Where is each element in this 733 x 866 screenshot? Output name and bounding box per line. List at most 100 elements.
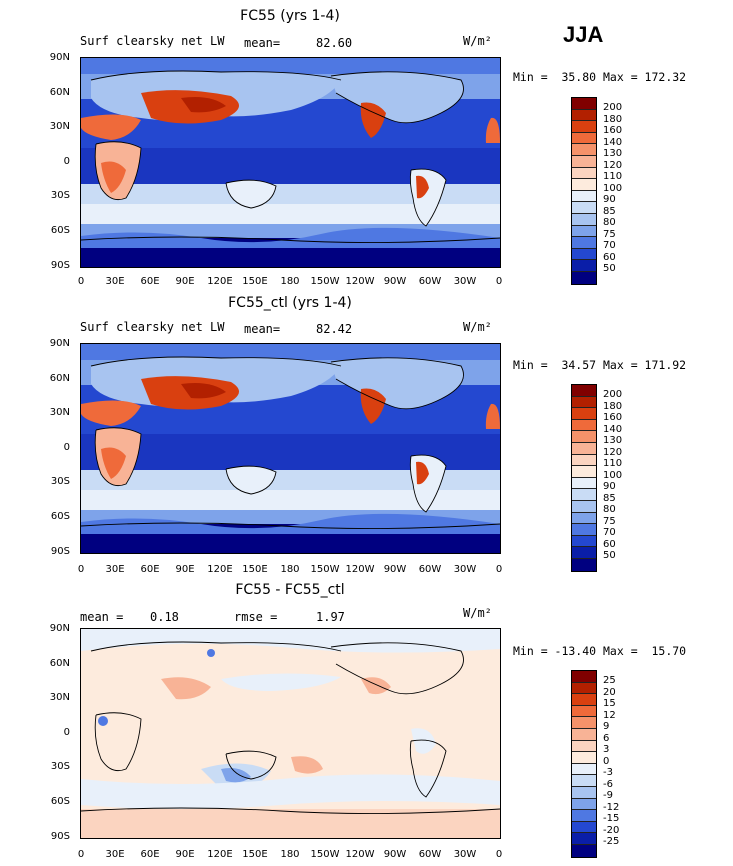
colorbar-label: -20	[603, 824, 620, 836]
colorbar-swatch	[572, 717, 596, 729]
lon-label: 150W	[310, 564, 340, 575]
lon-label: 0	[77, 849, 85, 860]
lon-label: 90E	[175, 276, 195, 287]
lon-label: 60W	[418, 276, 442, 287]
lat-label: 0	[63, 442, 70, 453]
colorbar-label: -3	[603, 767, 613, 778]
units-label: W/m²	[463, 34, 492, 48]
colorbar-label: 0	[603, 755, 610, 767]
colorbar-label: 80	[603, 504, 616, 515]
lon-label: 60E	[140, 849, 160, 860]
colorbar-label: 15	[603, 698, 616, 709]
rmse-value: 1.97	[316, 610, 345, 624]
lon-label: 90W	[383, 564, 407, 575]
colorbar-swatch	[572, 558, 596, 571]
colorbar-label: 85	[603, 205, 616, 217]
colorbar-label: 120	[603, 159, 623, 171]
colorbar-label: -25	[603, 836, 620, 847]
colorbar-swatch	[572, 810, 596, 822]
lon-axis: 0 30E 60E 90E 120E 150E 180 150W 120W 90…	[0, 849, 733, 863]
mean-value: 82.42	[316, 322, 353, 336]
panel-title: FC55 - FC55_ctl	[235, 582, 345, 598]
colorbar-swatch	[572, 167, 596, 180]
lon-axis: 0 30E 60E 90E 120E 150E 180 150W 120W 90…	[0, 564, 733, 578]
colorbar-swatch	[572, 271, 596, 284]
lon-label: 120E	[207, 276, 233, 287]
map-panel-fc55-ctl	[80, 343, 501, 554]
lon-label: 90E	[175, 564, 195, 575]
colorbar-swatch	[572, 132, 596, 145]
colorbar-swatch	[572, 752, 596, 764]
lon-label: 30E	[105, 849, 125, 860]
colorbar	[571, 384, 597, 572]
lat-label: 60S	[50, 796, 70, 807]
colorbar-swatch	[572, 202, 596, 214]
colorbar-label: 200	[603, 389, 623, 400]
map-panel-fc55	[80, 57, 501, 268]
colorbar-swatch	[572, 121, 596, 133]
lon-label: 0	[77, 276, 85, 287]
panel-title: FC55 (yrs 1-4)	[240, 8, 340, 24]
min-max-label: Min = -13.40 Max = 15.70	[513, 644, 687, 658]
colorbar-label: 200	[603, 102, 623, 113]
colorbar-swatch	[572, 98, 596, 110]
colorbar-swatch	[572, 396, 596, 409]
colorbar-label: 100	[603, 469, 623, 481]
colorbar-swatch	[572, 237, 596, 249]
colorbar-swatch	[572, 821, 596, 834]
colorbar-swatch	[572, 775, 596, 787]
colorbar-swatch	[572, 786, 596, 799]
colorbar-swatch	[572, 419, 596, 432]
colorbar-label: 12	[603, 709, 616, 721]
colorbar-swatch	[572, 442, 596, 455]
colorbar-swatch	[572, 431, 596, 443]
lat-label: 90S	[50, 260, 70, 271]
colorbar-swatch	[572, 213, 596, 226]
lat-label: 60N	[49, 87, 70, 98]
colorbar-label: 140	[603, 136, 623, 148]
colorbar-swatch	[572, 477, 596, 490]
lon-label: 90W	[383, 276, 407, 287]
lon-label: 0	[495, 276, 503, 287]
panel-title: FC55_ctl (yrs 1-4)	[228, 295, 352, 311]
lon-label: 30W	[453, 564, 477, 575]
mean-label: mean=	[244, 322, 281, 336]
colorbar-swatch	[572, 833, 596, 845]
colorbar-swatch	[572, 190, 596, 203]
colorbar-label: 180	[603, 113, 623, 125]
lon-label: 90W	[383, 849, 407, 860]
lon-label: 180	[280, 276, 300, 287]
lat-label: 30S	[50, 476, 70, 487]
colorbar-label: 50	[603, 550, 616, 561]
colorbar	[571, 670, 597, 858]
field-map	[81, 58, 500, 267]
colorbar-label: 110	[603, 458, 623, 469]
colorbar-swatch	[572, 466, 596, 478]
lat-label: 0	[63, 156, 70, 167]
lon-label: 0	[495, 564, 503, 575]
variable-label: Surf clearsky net LW	[80, 34, 225, 48]
lon-label: 60E	[140, 276, 160, 287]
variable-label: Surf clearsky net LW	[80, 320, 225, 334]
colorbar-label: 85	[603, 492, 616, 504]
colorbar	[571, 97, 597, 285]
lat-label: 30S	[50, 761, 70, 772]
colorbar-swatch	[572, 500, 596, 513]
colorbar-label: 60	[603, 538, 616, 550]
difference-map	[81, 629, 500, 838]
lon-label: 150E	[242, 276, 268, 287]
lon-label: 150E	[242, 564, 268, 575]
map-panel-difference	[80, 628, 501, 839]
colorbar-swatch	[572, 155, 596, 168]
lon-label: 0	[77, 564, 85, 575]
lon-label: 60W	[418, 849, 442, 860]
colorbar-swatch	[572, 547, 596, 559]
lon-label: 30W	[453, 276, 477, 287]
mean-label: mean=	[244, 36, 281, 50]
lon-label: 150W	[310, 276, 340, 287]
colorbar-swatch	[572, 144, 596, 156]
lon-label: 120E	[207, 849, 233, 860]
colorbar-label: 120	[603, 446, 623, 458]
colorbar-label: 60	[603, 251, 616, 263]
lon-label: 30E	[105, 564, 125, 575]
